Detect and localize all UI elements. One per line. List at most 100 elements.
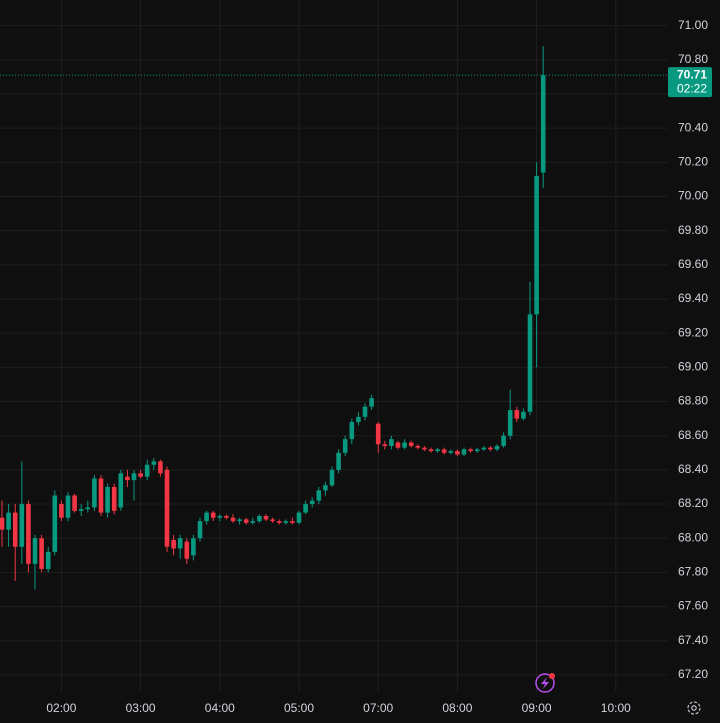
candle-body: [369, 398, 374, 407]
candle-body: [342, 439, 348, 453]
y-tick-label: 68.40: [678, 462, 708, 476]
candle-body: [481, 447, 487, 450]
candle-body: [494, 445, 500, 450]
candle-body: [283, 521, 289, 523]
candle-body: [422, 447, 427, 450]
candle-body: [316, 490, 322, 501]
y-tick-label: 69.00: [678, 360, 708, 374]
candle-body: [26, 504, 31, 564]
x-tick-label: 04:00: [205, 701, 235, 715]
candle-body: [12, 512, 18, 547]
y-tick-label: 70.40: [678, 120, 708, 134]
candle-body: [270, 519, 275, 522]
candle-body: [514, 410, 520, 419]
candle-body: [65, 495, 71, 518]
grid: [0, 0, 668, 692]
candle-body: [329, 469, 335, 486]
candle-body: [435, 449, 440, 452]
candle-body: [19, 504, 25, 547]
y-tick-label: 67.60: [678, 599, 708, 613]
candle-body: [382, 444, 388, 446]
y-tick-label: 68.00: [678, 530, 708, 544]
candle-body: [474, 449, 480, 452]
candle-body: [6, 512, 11, 530]
candle-body: [32, 538, 38, 564]
candle-body: [408, 442, 414, 446]
candle-body: [237, 519, 242, 522]
candle-body: [290, 521, 295, 523]
candle-body: [455, 451, 460, 455]
candle-body: [540, 75, 546, 173]
candle-body: [197, 521, 203, 539]
axes: 67.20 67.40 67.60 67.80 68.00 68.20 68.40 68.60…: [46, 18, 712, 715]
y-tick-label: 67.20: [678, 667, 708, 681]
x-tick-label: 02:00: [46, 701, 76, 715]
x-tick-label: 07:00: [363, 701, 393, 715]
candle-body: [395, 442, 401, 448]
candles: [0, 46, 668, 590]
x-tick-label: 09:00: [522, 701, 552, 715]
candle-body: [52, 495, 58, 552]
candle-body: [303, 504, 308, 513]
candle-body: [296, 512, 302, 523]
candle-body: [191, 538, 196, 556]
candle-body: [375, 423, 381, 445]
candle-body: [131, 473, 137, 481]
candle-body: [224, 516, 229, 518]
candle-body: [527, 314, 533, 412]
candle-body: [45, 551, 51, 569]
candle-body: [389, 439, 394, 446]
candle-body: [171, 539, 176, 549]
candle-body: [164, 469, 170, 547]
candle-body: [507, 410, 513, 436]
candle-body: [263, 516, 269, 520]
candle-body: [39, 538, 44, 569]
candle-body: [59, 504, 64, 518]
candle-body: [118, 473, 124, 508]
y-tick-label: 68.80: [678, 394, 708, 408]
y-tick-label: 71.00: [678, 18, 708, 32]
candle-body: [448, 451, 454, 453]
y-tick-label: 68.60: [678, 428, 708, 442]
candle-body: [349, 422, 355, 440]
candle-body: [488, 447, 493, 450]
candle-body: [92, 478, 97, 508]
y-tick-label: 69.40: [678, 291, 708, 305]
candle-body: [125, 476, 130, 481]
candle-body: [243, 519, 249, 523]
candle-body: [217, 516, 223, 518]
candle-body: [362, 406, 368, 417]
x-tick-label: 05:00: [284, 701, 314, 715]
candle-body: [144, 464, 150, 477]
candle-body: [402, 442, 407, 448]
candle-body: [105, 486, 110, 513]
x-tick-label: 03:00: [126, 701, 156, 715]
candle-body: [184, 541, 190, 559]
candle-body: [501, 435, 506, 446]
candle-body: [356, 416, 361, 423]
candle-body: [72, 495, 77, 511]
x-tick-label: 10:00: [601, 701, 631, 715]
candle-body: [428, 449, 434, 452]
candle-body: [461, 449, 467, 455]
candle-body: [257, 516, 262, 522]
candle-body: [415, 445, 421, 448]
last-price-label: 70.71: [677, 67, 707, 81]
candle-body: [98, 478, 104, 513]
candle-body: [250, 521, 256, 523]
candle-body: [204, 512, 209, 522]
candle-body: [309, 500, 315, 505]
candle-body: [521, 411, 526, 419]
event-icon[interactable]: [535, 673, 555, 693]
candle-body: [0, 517, 5, 530]
y-tick-label: 67.80: [678, 565, 708, 579]
settings-icon[interactable]: [687, 701, 701, 715]
candle-body: [230, 517, 236, 522]
candle-body: [85, 507, 91, 510]
candle-body: [336, 452, 341, 470]
y-tick-label: 69.60: [678, 257, 708, 271]
candle-body: [111, 486, 117, 511]
candle-body: [534, 175, 539, 315]
